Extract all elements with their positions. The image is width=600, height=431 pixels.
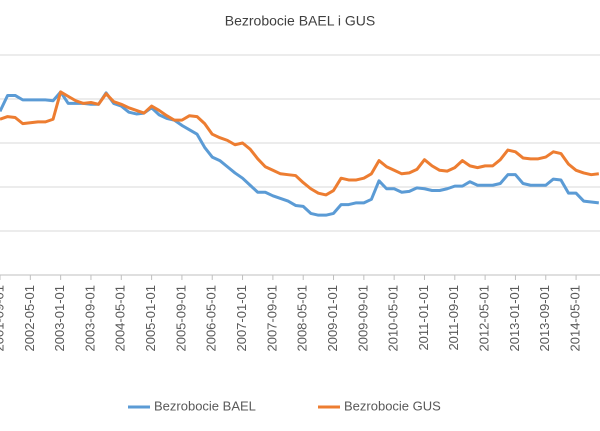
x-tick-label: 2002-05-01 bbox=[22, 285, 37, 352]
x-tick-label: 2005-09-01 bbox=[173, 285, 188, 352]
x-tick-label: 2011-01-01 bbox=[416, 285, 431, 351]
x-tick-label: 2011-09-01 bbox=[446, 285, 461, 351]
x-tick-label: 2012-05-01 bbox=[477, 285, 492, 352]
line-series bbox=[0, 90, 599, 197]
legend-label: Bezrobocie BAEL bbox=[154, 398, 256, 413]
x-tick-label: 2001-09-01 bbox=[0, 285, 6, 352]
x-tick-label: 2014-05-01 bbox=[568, 285, 583, 352]
x-tick-label: 2009-01-01 bbox=[325, 285, 340, 352]
x-tick-label: 2007-01-01 bbox=[234, 285, 249, 352]
x-tick-label: 2007-09-01 bbox=[264, 285, 279, 352]
chart-title: Bezrobocie BAEL i GUS bbox=[225, 13, 375, 29]
x-tick-label: 2013-09-01 bbox=[537, 285, 552, 352]
x-tick-label: 2006-05-01 bbox=[204, 285, 219, 352]
x-tick-label: 2004-05-01 bbox=[113, 285, 128, 352]
x-tick-label: 2005-01-01 bbox=[143, 285, 158, 352]
x-tick-label: 2009-09-01 bbox=[355, 285, 370, 352]
x-tick-label: 2003-01-01 bbox=[52, 285, 67, 352]
x-tick-label: 2003-09-01 bbox=[82, 285, 97, 352]
x-tick-label: 2008-05-01 bbox=[295, 285, 310, 352]
x-tick-label: 2013-01-01 bbox=[507, 285, 522, 352]
legend-label: Bezrobocie GUS bbox=[344, 398, 441, 413]
x-tick-label: 2010-05-01 bbox=[386, 285, 401, 352]
